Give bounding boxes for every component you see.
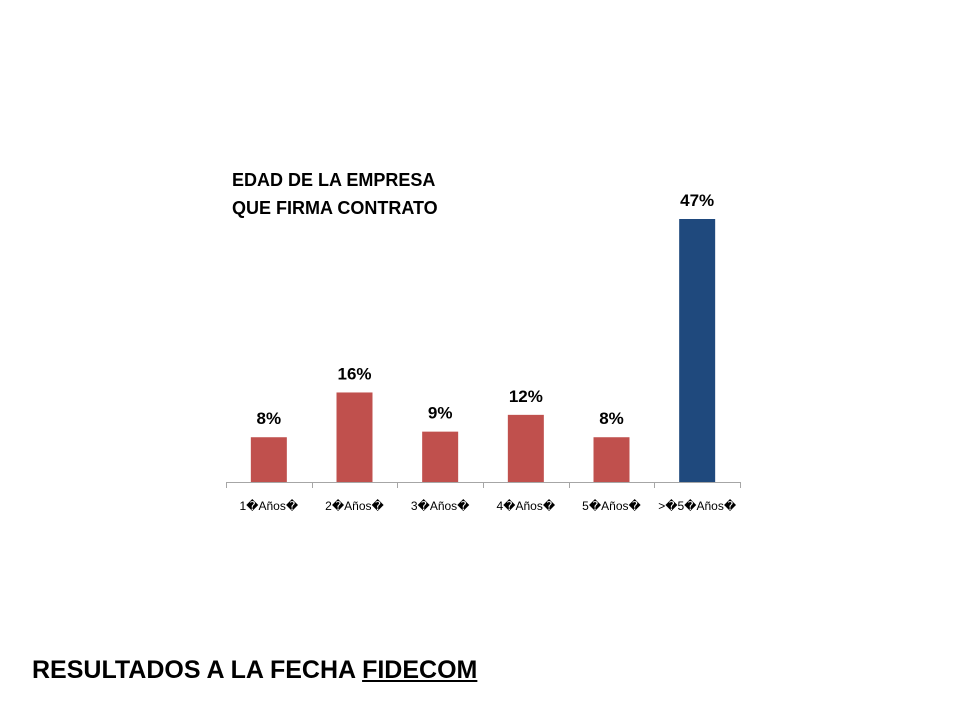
bar: [593, 437, 630, 482]
data-label: 8%: [257, 409, 282, 428]
footer-title-prefix: RESULTADOS A LA FECHA: [32, 656, 363, 684]
footer-title-underlined: FIDECOM: [362, 656, 478, 684]
x-tick-label: 2�Años�: [325, 499, 384, 513]
data-label: 12%: [509, 387, 543, 406]
data-label: 8%: [599, 409, 624, 428]
x-tick-label: 3�Años�: [411, 499, 470, 513]
x-tick-label: 4�Años�: [497, 499, 556, 513]
footer-title: RESULTADOS A LA FECHA FIDECOM: [32, 652, 477, 688]
data-label: 9%: [428, 404, 453, 423]
bar: [250, 437, 287, 482]
x-tick-label: >�5�Años�: [658, 499, 737, 513]
chart-title-line-1: EDAD DE LA EMPRESA: [232, 170, 436, 190]
bar: [422, 431, 459, 482]
bar: [336, 392, 373, 482]
x-tick-label: 5�Años�: [582, 499, 641, 513]
chart-title: EDAD DE LA EMPRESA QUE FIRMA CONTRATO: [232, 166, 438, 222]
data-label: 16%: [337, 364, 371, 383]
chart-title-line-2: QUE FIRMA CONTRATO: [232, 198, 438, 218]
data-label: 47%: [680, 191, 714, 210]
x-tick-label: 1�Años�: [240, 499, 299, 513]
bar: [679, 219, 716, 482]
bar: [507, 414, 544, 482]
